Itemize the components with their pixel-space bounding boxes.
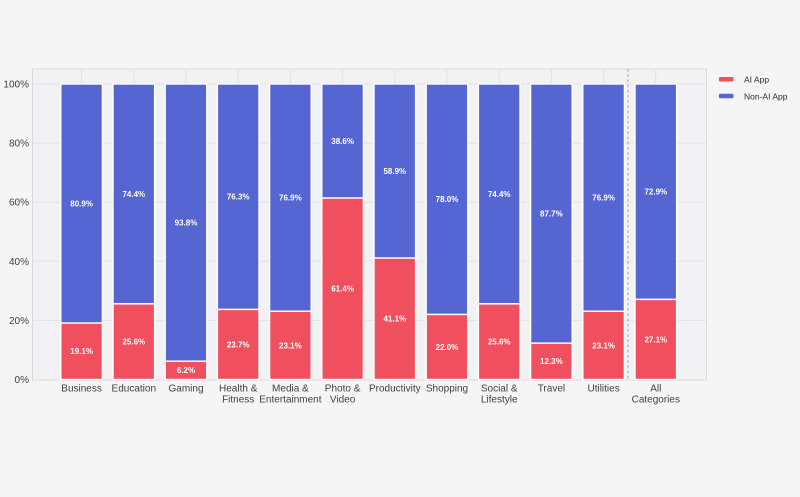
svg-text:25.6%: 25.6% bbox=[488, 338, 511, 347]
svg-text:87.7%: 87.7% bbox=[540, 210, 563, 219]
svg-text:Social &: Social & bbox=[481, 384, 518, 395]
svg-text:78.0%: 78.0% bbox=[436, 195, 459, 204]
svg-text:Health &: Health & bbox=[219, 384, 258, 395]
svg-text:72.9%: 72.9% bbox=[644, 188, 667, 197]
svg-text:Categories: Categories bbox=[632, 395, 680, 406]
svg-text:Video: Video bbox=[330, 395, 356, 406]
svg-text:Education: Education bbox=[112, 384, 156, 395]
svg-text:Productivity: Productivity bbox=[369, 384, 421, 395]
svg-text:Utilities: Utilities bbox=[587, 384, 619, 395]
svg-text:38.6%: 38.6% bbox=[331, 137, 354, 146]
svg-text:Non-AI App: Non-AI App bbox=[744, 91, 788, 101]
svg-text:23.1%: 23.1% bbox=[279, 341, 302, 350]
svg-text:80.9%: 80.9% bbox=[70, 199, 93, 208]
svg-text:80%: 80% bbox=[9, 139, 29, 150]
svg-text:74.4%: 74.4% bbox=[122, 190, 145, 199]
svg-text:74.4%: 74.4% bbox=[488, 190, 511, 199]
svg-text:60%: 60% bbox=[9, 198, 29, 209]
svg-text:Gaming: Gaming bbox=[168, 384, 203, 395]
svg-text:Travel: Travel bbox=[538, 384, 565, 395]
svg-text:Business: Business bbox=[61, 384, 102, 395]
svg-text:25.6%: 25.6% bbox=[122, 338, 145, 347]
svg-text:23.7%: 23.7% bbox=[227, 340, 250, 349]
svg-text:12.3%: 12.3% bbox=[540, 357, 563, 366]
svg-text:0%: 0% bbox=[15, 375, 30, 386]
svg-text:93.8%: 93.8% bbox=[175, 219, 198, 228]
svg-text:22.0%: 22.0% bbox=[436, 343, 459, 352]
svg-text:All: All bbox=[650, 384, 661, 395]
svg-text:58.9%: 58.9% bbox=[383, 167, 406, 176]
svg-text:100%: 100% bbox=[3, 80, 29, 91]
svg-text:20%: 20% bbox=[9, 316, 29, 327]
svg-text:Lifestyle: Lifestyle bbox=[481, 395, 518, 406]
svg-text:Fitness: Fitness bbox=[222, 395, 254, 406]
svg-text:AI App: AI App bbox=[744, 75, 769, 85]
svg-text:41.1%: 41.1% bbox=[383, 315, 406, 324]
svg-text:27.1%: 27.1% bbox=[644, 335, 667, 344]
svg-text:Shopping: Shopping bbox=[426, 384, 468, 395]
svg-text:61.4%: 61.4% bbox=[331, 285, 354, 294]
svg-text:Media &: Media & bbox=[272, 384, 309, 395]
svg-text:40%: 40% bbox=[9, 257, 29, 268]
svg-text:76.3%: 76.3% bbox=[227, 193, 250, 202]
svg-text:23.1%: 23.1% bbox=[592, 341, 615, 350]
svg-text:76.9%: 76.9% bbox=[592, 194, 615, 203]
svg-text:76.9%: 76.9% bbox=[279, 194, 302, 203]
svg-text:19.1%: 19.1% bbox=[70, 347, 93, 356]
svg-text:Entertainment: Entertainment bbox=[259, 395, 321, 406]
svg-text:Photo &: Photo & bbox=[325, 384, 361, 395]
svg-text:6.2%: 6.2% bbox=[177, 366, 195, 375]
